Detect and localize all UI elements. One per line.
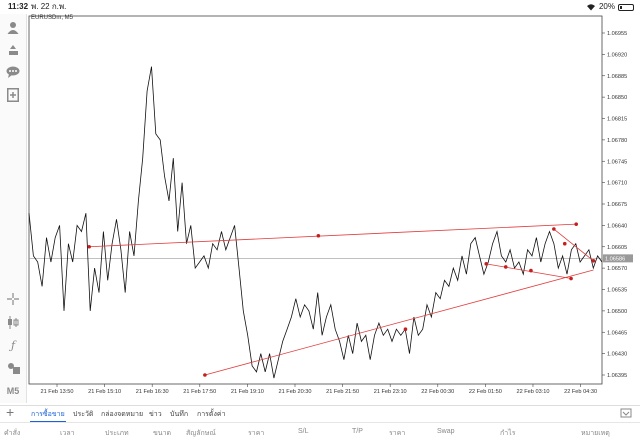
y-tick-label: 1.06920 [607, 52, 627, 58]
person-icon[interactable] [4, 18, 22, 36]
timeframe-button[interactable]: M5 [6, 386, 20, 396]
x-tick-label: 21 Feb 20:30 [279, 389, 312, 395]
trendline-anchor-point [569, 276, 573, 281]
objects-icon[interactable] [4, 359, 22, 377]
status-bar: 11:32 พ. 22 ก.พ. 20% [0, 0, 640, 14]
x-tick-label: 21 Feb 17:50 [183, 389, 216, 395]
y-tick-label: 1.06605 [607, 245, 627, 251]
chat-icon[interactable] [4, 63, 22, 81]
collapse-panel-icon[interactable] [620, 408, 632, 418]
tab-history[interactable]: ประวัติ [73, 411, 94, 418]
x-tick-label: 22 Feb 03:10 [516, 389, 549, 395]
new-order-icon[interactable] [4, 86, 22, 104]
current-price-badge [603, 254, 633, 263]
battery-level [620, 5, 622, 9]
column-header: T/P [352, 428, 363, 435]
tab-news[interactable]: ข่าว [149, 411, 162, 418]
trendline-anchor-point [574, 222, 579, 226]
price-chart[interactable]: 1.06955 1.06920 1.06885 1.06850 1.06815 1.067… [27, 14, 640, 403]
trendline-wedge-bottom [486, 263, 572, 279]
x-tick-label: 22 Feb 00:30 [421, 389, 454, 395]
y-tick-label: 1.06500 [607, 309, 627, 315]
x-tick-label: 21 Feb 16:30 [136, 389, 169, 395]
active-tab-indicator [30, 421, 66, 423]
column-header: ราคา [389, 430, 406, 437]
x-tick-label: 21 Feb 19:10 [231, 389, 264, 395]
status-right: 20% [586, 0, 634, 14]
status-date: พ. 22 ก.พ. [31, 2, 67, 11]
y-tick-label: 1.06570 [607, 266, 627, 272]
y-tick-label: 1.06430 [607, 352, 627, 358]
column-header: สัญลักษณ์ [186, 430, 216, 437]
x-tick-label: 22 Feb 04:30 [564, 389, 597, 395]
trendline-anchor-point [552, 227, 556, 231]
x-tick-label: 21 Feb 15:10 [88, 389, 121, 395]
crosshair-icon[interactable] [4, 290, 22, 308]
trendline-anchor-point [591, 258, 596, 263]
trendline-support [204, 269, 594, 376]
trendline-anchor-point [403, 327, 408, 331]
plot-frame [28, 15, 603, 385]
y-tick-label: 1.06395 [607, 373, 627, 379]
battery-icon [618, 3, 634, 11]
left-toolbar: ƒ M5 [0, 14, 27, 403]
add-icon[interactable]: + [6, 404, 15, 420]
x-tick-label: 21 Feb 23:10 [374, 389, 407, 395]
trendline-anchor-point [484, 262, 489, 266]
column-header: เวลา [60, 430, 75, 437]
column-header: ขนาด [153, 430, 172, 437]
candles-icon[interactable] [4, 313, 22, 331]
trade-icon[interactable] [4, 40, 22, 58]
trendline-resistance [89, 223, 577, 248]
tab-mailbox[interactable]: กล่องจดหมาย [101, 411, 144, 418]
column-header: หมายเหตุ [581, 430, 610, 437]
trendline-wedge-top [553, 228, 594, 262]
status-time: 11:32 [8, 2, 29, 11]
battery-text: 20% [598, 2, 615, 11]
y-tick-label: 1.06815 [607, 117, 627, 123]
tab-settings[interactable]: การตั้งค่า [197, 411, 226, 418]
column-header: กำไร [500, 430, 516, 437]
trendline-anchor-point [87, 244, 91, 249]
column-header: คำสั่ง [4, 430, 21, 437]
y-tick-label: 1.06675 [607, 202, 627, 208]
price-series-line [28, 66, 603, 379]
y-tick-label: 1.06780 [607, 138, 627, 144]
trendline-anchor-point [503, 265, 508, 269]
trendline-anchor-point [529, 268, 533, 273]
function-icon[interactable]: ƒ [10, 338, 16, 352]
chart-symbol-label: EURUSDm, M5 [31, 15, 74, 21]
y-tick-label: 1.06885 [607, 74, 627, 80]
y-tick-label: 1.06710 [607, 181, 627, 187]
column-header: S/L [298, 428, 309, 435]
column-header: ประเภท [105, 430, 129, 437]
trendline-anchor-point [203, 373, 207, 377]
column-header: Swap [437, 428, 455, 435]
y-tick-label: 1.06850 [607, 95, 627, 101]
y-tick-label: 1.06745 [607, 159, 627, 165]
y-tick-label: 1.06465 [607, 330, 627, 336]
y-tick-label: 1.06640 [607, 223, 627, 229]
trendline-anchor-point [562, 241, 567, 246]
orders-table-header: คำสั่ง เวลา ประเภท ขนาด สัญลักษณ์ ราคา S/L T/P ร… [0, 422, 640, 448]
trendline-anchor-point [316, 233, 321, 238]
column-header: ราคา [248, 430, 265, 437]
tab-journal[interactable]: บันทึก [170, 411, 189, 418]
current-price-label: 1.06586 [605, 256, 625, 262]
x-tick-label: 21 Feb 13:50 [41, 389, 74, 395]
x-tick-label: 22 Feb 01:50 [469, 389, 502, 395]
wifi-icon [586, 4, 595, 11]
tab-trade[interactable]: การซื้อขาย [31, 411, 65, 418]
y-tick-label: 1.06955 [607, 31, 627, 37]
toolbox-tabs: + การซื้อขาย ประวัติ กล่องจดหมาย ข่าว บั… [0, 404, 640, 423]
x-tick-label: 21 Feb 21:50 [326, 389, 359, 395]
y-tick-label: 1.06535 [607, 288, 627, 294]
